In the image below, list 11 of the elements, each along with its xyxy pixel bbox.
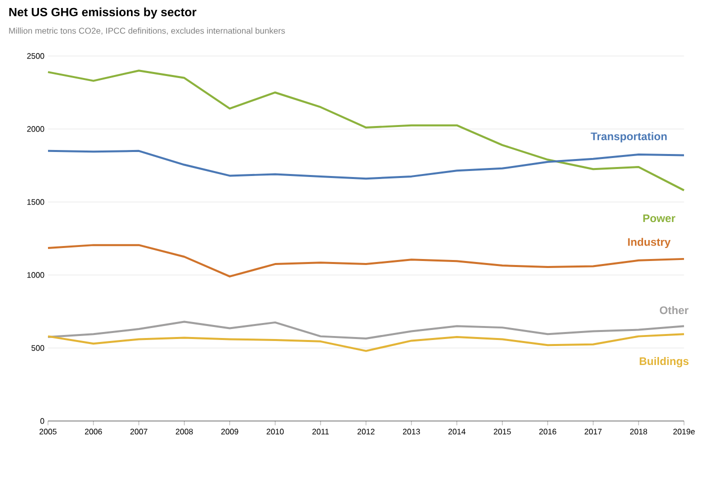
line-series xyxy=(47,333,686,352)
text: Power xyxy=(643,214,676,222)
series-label: Other xyxy=(660,306,688,314)
line-series xyxy=(47,320,686,340)
line-series xyxy=(47,70,686,192)
series-label: Industry xyxy=(628,238,671,248)
chart-subtitle: Million metric tons CO2e, IPCC definitions, excludes international bunkers xyxy=(9,28,285,35)
chart-title: Net US GHG emissions by sector xyxy=(9,8,196,19)
line-series xyxy=(47,150,686,180)
series-label: Transportation xyxy=(590,132,667,142)
series-label: Buildings xyxy=(640,357,689,368)
